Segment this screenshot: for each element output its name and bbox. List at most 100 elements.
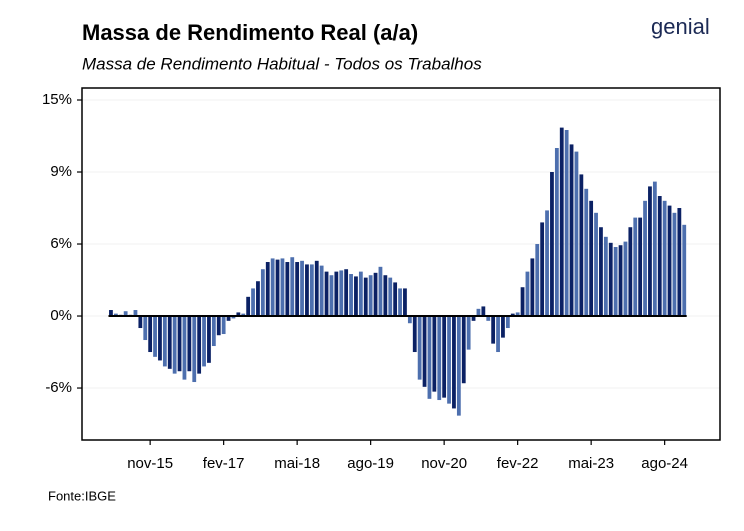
y-tick-label: 0%	[50, 307, 72, 324]
bar	[113, 313, 118, 317]
x-tick-label: ago-19	[347, 455, 394, 472]
x-tick-label: fev-17	[203, 455, 245, 472]
bar	[295, 262, 300, 317]
bar	[481, 306, 486, 317]
bar	[172, 316, 177, 374]
bar	[109, 310, 113, 317]
bar	[285, 262, 290, 317]
bar	[461, 316, 466, 384]
bar	[354, 276, 358, 317]
bar	[339, 270, 344, 317]
bar	[197, 316, 202, 374]
bar	[265, 262, 270, 317]
bar	[437, 316, 442, 401]
bar	[256, 281, 260, 317]
bar	[554, 148, 559, 317]
bar	[300, 260, 304, 317]
bar	[412, 316, 417, 353]
bar	[569, 144, 574, 317]
bar	[643, 200, 647, 317]
bar	[407, 316, 412, 324]
bar	[559, 127, 564, 317]
bar	[202, 316, 206, 367]
bar	[158, 316, 162, 361]
bar	[608, 242, 613, 317]
bar	[589, 200, 594, 317]
bar	[530, 258, 535, 317]
bar	[466, 316, 471, 350]
bar	[280, 258, 285, 317]
bar	[579, 174, 584, 317]
bar	[133, 310, 138, 317]
bar	[442, 316, 447, 398]
bar	[211, 316, 216, 347]
bar	[393, 282, 398, 317]
bar	[378, 266, 383, 317]
bar	[599, 227, 603, 317]
bar	[657, 196, 662, 317]
bar	[221, 316, 226, 335]
bar	[182, 316, 187, 380]
source: Fonte:IBGE	[48, 488, 116, 503]
x-tick-label: nov-20	[421, 455, 467, 472]
x-tick-label: mai-18	[274, 455, 320, 472]
bar	[319, 265, 324, 317]
bar	[349, 274, 353, 317]
bar	[672, 212, 677, 317]
bar	[260, 269, 265, 317]
bar	[550, 172, 554, 317]
bar	[417, 316, 422, 380]
bar	[447, 316, 451, 404]
bar	[187, 316, 192, 372]
bar	[486, 316, 491, 321]
bar	[309, 264, 314, 317]
bar	[422, 316, 427, 387]
y-tick-label: 15%	[42, 91, 72, 108]
bar	[383, 275, 388, 317]
bar	[510, 313, 515, 317]
bar	[123, 311, 128, 317]
bar	[427, 316, 432, 399]
x-tick-label: nov-15	[127, 455, 173, 472]
bar	[373, 272, 378, 317]
bar	[574, 151, 579, 317]
bar	[491, 316, 496, 344]
x-tick-label: mai-23	[568, 455, 614, 472]
bar	[535, 244, 540, 317]
bar	[270, 258, 275, 317]
bar	[456, 316, 461, 416]
bar	[648, 186, 652, 317]
bar	[398, 288, 402, 317]
y-tick-label: 9%	[50, 163, 72, 180]
bar	[564, 130, 569, 317]
bar	[540, 222, 545, 317]
bar	[525, 271, 530, 317]
bar	[452, 316, 456, 409]
bar	[324, 271, 329, 317]
bar	[603, 236, 608, 317]
bar	[613, 247, 618, 317]
bar	[363, 277, 368, 317]
x-tick-label: ago-24	[641, 455, 688, 472]
bar	[505, 316, 510, 329]
bar	[652, 181, 657, 317]
bar	[623, 241, 628, 317]
bar	[403, 288, 407, 317]
bar	[501, 316, 505, 338]
bar	[388, 277, 393, 317]
bar	[344, 269, 349, 317]
bar	[667, 205, 672, 317]
bar	[471, 316, 476, 321]
bar	[226, 316, 231, 321]
bar	[167, 316, 172, 369]
bar	[677, 208, 682, 317]
bar	[246, 296, 251, 317]
y-tick-label: -6%	[45, 379, 72, 396]
bar	[638, 217, 643, 317]
bar	[241, 313, 246, 317]
bar	[682, 224, 687, 317]
bar	[177, 316, 182, 372]
bar	[432, 316, 437, 392]
bar	[368, 275, 373, 317]
